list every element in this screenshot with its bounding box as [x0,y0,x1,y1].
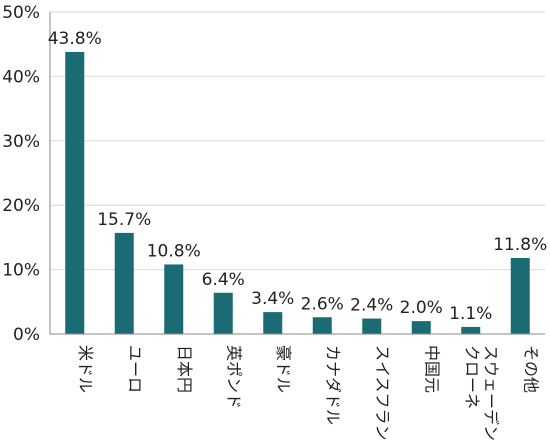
data-label: 2.6% [301,294,344,314]
data-label: 43.8% [48,29,102,49]
bar [461,326,481,334]
category-label: ユーロ [125,345,144,393]
data-label: 2.4% [350,296,393,316]
bar [263,312,283,334]
data-label: 6.4% [202,270,245,290]
category-label: 豪ドル [274,345,293,393]
y-tick-label: 0% [13,325,40,345]
bar [114,232,134,334]
bar [312,317,332,334]
bar [213,292,233,334]
category-label: その他 [521,345,540,393]
data-label: 11.8% [493,235,547,255]
x-axis: 米ドル ユーロ 日本円 英ポンド 豪ドル カナダドル スイスフラン 中国元 スウェーデンクローネ… [50,333,545,441]
y-tick-label: 10% [2,261,40,281]
bar [411,321,431,334]
category-label: カナダドル [323,345,342,425]
category-label: 中国元 [422,345,441,393]
category-label: 米ドル [76,345,95,393]
y-tick-label: 30% [2,132,40,152]
data-label: 3.4% [251,289,294,309]
gridlines [50,11,545,271]
data-label: 15.7% [97,210,151,230]
category-label: 英ポンド [224,345,243,409]
data-label: 2.0% [400,298,443,318]
y-tick-label: 20% [2,196,40,216]
category-label: 日本円 [175,345,194,393]
bar [510,258,530,334]
category-label: スウェーデン [481,345,500,441]
y-tick-label: 50% [2,3,40,23]
bars [65,51,530,334]
bar [164,264,184,334]
y-tick-label: 40% [2,67,40,87]
data-label: 10.8% [147,241,201,261]
category-label: クローネ [462,345,481,409]
data-label: 1.1% [449,304,492,324]
data-labels: 43.8% 15.7% 10.8%6.4% 3.4% 2.6% 2.4% 2.0% 1.1% 1… [48,29,548,324]
bar [65,51,85,334]
category-label: スイスフラン [373,345,392,441]
bar [362,318,382,334]
y-axis: 0% 10% 20% 30% 40% 50% [2,3,51,345]
